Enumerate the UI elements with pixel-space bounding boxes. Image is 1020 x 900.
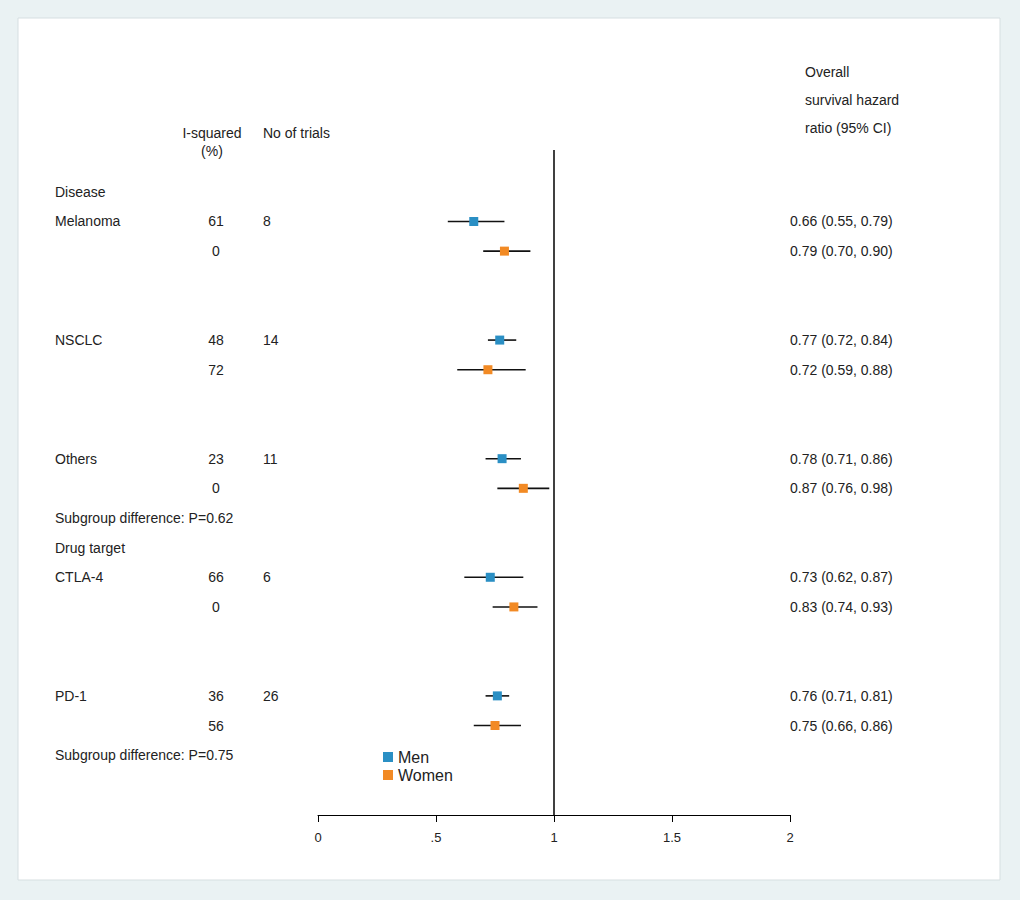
svg-text:0: 0 — [314, 830, 321, 845]
svg-text:Melanoma: Melanoma — [55, 213, 121, 229]
svg-text:1: 1 — [550, 830, 557, 845]
svg-text:I-squared: I-squared — [182, 125, 241, 141]
svg-text:0: 0 — [212, 243, 220, 259]
svg-text:8: 8 — [263, 213, 271, 229]
svg-text:0.78 (0.71, 0.86): 0.78 (0.71, 0.86) — [790, 451, 893, 467]
svg-text:Drug target: Drug target — [55, 540, 125, 556]
svg-text:0.83 (0.74, 0.93): 0.83 (0.74, 0.93) — [790, 599, 893, 615]
svg-text:Men: Men — [398, 749, 429, 766]
svg-text:0.75 (0.66, 0.86): 0.75 (0.66, 0.86) — [790, 718, 893, 734]
svg-text:1.5: 1.5 — [663, 830, 681, 845]
svg-text:Subgroup difference: P=0.75: Subgroup difference: P=0.75 — [55, 747, 234, 763]
svg-text:36: 36 — [208, 688, 224, 704]
svg-text:56: 56 — [208, 718, 224, 734]
svg-text:No of trials: No of trials — [263, 125, 330, 141]
svg-text:Subgroup difference: P=0.62: Subgroup difference: P=0.62 — [55, 510, 234, 526]
svg-text:14: 14 — [263, 332, 279, 348]
svg-text:23: 23 — [208, 451, 224, 467]
svg-text:6: 6 — [263, 569, 271, 585]
svg-text:0.66 (0.55, 0.79): 0.66 (0.55, 0.79) — [790, 213, 893, 229]
svg-text:0.76 (0.71, 0.81): 0.76 (0.71, 0.81) — [790, 688, 893, 704]
svg-text:0: 0 — [212, 599, 220, 615]
svg-text:0.77 (0.72, 0.84): 0.77 (0.72, 0.84) — [790, 332, 893, 348]
svg-text:0.79 (0.70, 0.90): 0.79 (0.70, 0.90) — [790, 243, 893, 259]
svg-text:72: 72 — [208, 362, 224, 378]
svg-text:Others: Others — [55, 451, 97, 467]
svg-text:0.73 (0.62, 0.87): 0.73 (0.62, 0.87) — [790, 569, 893, 585]
svg-text:26: 26 — [263, 688, 279, 704]
svg-text:0.72 (0.59, 0.88): 0.72 (0.59, 0.88) — [790, 362, 893, 378]
svg-text:Disease: Disease — [55, 184, 106, 200]
svg-text:11: 11 — [263, 451, 278, 467]
svg-text:0.87 (0.76, 0.98): 0.87 (0.76, 0.98) — [790, 480, 893, 496]
svg-text:PD-1: PD-1 — [55, 688, 87, 704]
svg-text:66: 66 — [208, 569, 224, 585]
svg-text:(%): (%) — [201, 143, 223, 159]
svg-text:Women: Women — [398, 767, 453, 784]
svg-text:NSCLC: NSCLC — [55, 332, 102, 348]
svg-text:61: 61 — [208, 213, 224, 229]
svg-text:CTLA-4: CTLA-4 — [55, 569, 103, 585]
svg-text:.5: .5 — [431, 830, 442, 845]
svg-text:survival hazard: survival hazard — [805, 92, 899, 108]
svg-text:ratio (95% CI): ratio (95% CI) — [805, 120, 891, 136]
svg-text:48: 48 — [208, 332, 224, 348]
svg-text:2: 2 — [786, 830, 793, 845]
svg-text:0: 0 — [212, 480, 220, 496]
svg-text:Overall: Overall — [805, 64, 849, 80]
